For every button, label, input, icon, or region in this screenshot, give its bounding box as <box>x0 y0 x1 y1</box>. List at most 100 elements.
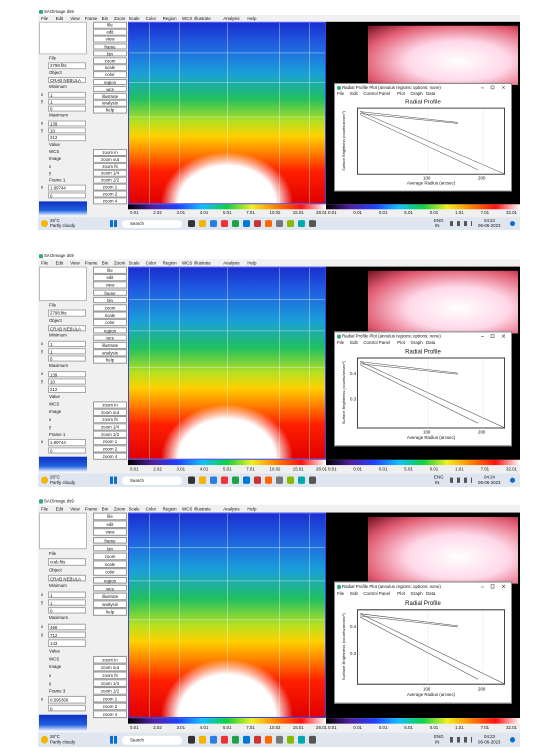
zoom-button[interactable]: zoom 2 <box>93 190 127 197</box>
start-button[interactable] <box>110 476 117 484</box>
menu-item[interactable]: Illustrate <box>194 259 211 266</box>
menu-item[interactable]: Illustrate <box>194 15 211 21</box>
taskbar-app[interactable] <box>243 220 250 228</box>
search-box[interactable]: Search <box>122 735 182 745</box>
button[interactable]: frame <box>93 43 127 50</box>
menu-item[interactable]: Edit <box>55 505 64 511</box>
menu-item[interactable]: Frame <box>84 259 98 266</box>
menu-item[interactable]: View <box>70 259 80 266</box>
button[interactable]: file <box>93 512 127 520</box>
zoom-button[interactable]: zoom in <box>93 655 127 664</box>
taskbar-app[interactable] <box>265 735 272 744</box>
zoom-button[interactable]: zoom fit <box>93 671 127 679</box>
button[interactable]: help <box>93 608 127 616</box>
taskbar-app[interactable] <box>210 476 217 484</box>
button[interactable]: bin <box>93 50 127 57</box>
menu-item[interactable]: Zoom <box>114 505 126 511</box>
window-control-icons[interactable] <box>479 584 509 590</box>
taskbar-app[interactable] <box>287 220 294 228</box>
menu-item[interactable]: WCS <box>182 259 193 266</box>
button[interactable]: color <box>93 319 127 327</box>
taskbar-app[interactable] <box>287 735 294 744</box>
plot-menu-item[interactable]: Control Panel <box>363 90 390 96</box>
start-button[interactable] <box>110 220 117 228</box>
menu-item[interactable]: Help <box>247 15 257 21</box>
menu-item[interactable]: Frame <box>84 505 98 511</box>
plot-menu-item[interactable]: Graph <box>410 339 423 345</box>
button[interactable]: file <box>93 21 127 29</box>
menu-item[interactable]: View <box>70 505 80 511</box>
button[interactable]: file <box>93 266 127 274</box>
button[interactable]: edit <box>93 28 127 36</box>
zoom-button[interactable]: zoom out <box>93 156 127 163</box>
menu-item[interactable]: Edit <box>55 259 64 266</box>
zoom-button[interactable]: zoom 2 <box>93 702 127 710</box>
zoom-button[interactable]: zoom 1/4 <box>93 679 127 687</box>
taskbar-app[interactable] <box>188 735 195 744</box>
taskbar-app[interactable] <box>188 220 195 228</box>
menu-item[interactable]: Illustrate <box>194 505 211 511</box>
taskbar-app[interactable] <box>199 476 206 484</box>
menu-item[interactable]: Region <box>162 505 177 511</box>
menu-item[interactable]: Bin <box>101 15 109 21</box>
menu-item[interactable]: WCS <box>182 15 193 21</box>
button[interactable]: region <box>93 78 127 86</box>
plot-menu-item[interactable]: Plot <box>397 90 405 96</box>
button[interactable]: view <box>93 281 127 289</box>
button[interactable]: scale <box>93 311 127 319</box>
button[interactable]: zoom <box>93 304 127 312</box>
button[interactable]: analysis <box>93 349 127 357</box>
button[interactable]: frame <box>93 536 127 544</box>
button[interactable]: scale <box>93 560 127 568</box>
taskbar-app[interactable] <box>210 220 217 228</box>
button[interactable]: help <box>93 107 127 114</box>
taskbar-app[interactable] <box>254 220 261 228</box>
taskbar-app[interactable] <box>265 476 272 484</box>
window-control-icons[interactable] <box>479 333 509 338</box>
window-control-icons[interactable] <box>479 85 509 90</box>
taskbar-app[interactable] <box>309 735 316 744</box>
taskbar-app[interactable] <box>199 735 206 744</box>
button[interactable]: analysis <box>93 99 127 107</box>
menu-item[interactable]: Region <box>162 259 177 266</box>
zoom-button[interactable]: zoom 4 <box>93 710 127 718</box>
taskbar-app[interactable] <box>276 220 283 228</box>
menu-item[interactable]: Scale <box>128 15 140 21</box>
menu-item[interactable]: Analysis <box>223 15 240 21</box>
taskbar-app[interactable] <box>243 735 250 744</box>
plot-menu-item[interactable]: Edit <box>350 90 358 96</box>
zoom-button[interactable]: zoom 1/2 <box>93 176 127 184</box>
button[interactable]: edit <box>93 520 127 528</box>
taskbar-app[interactable] <box>276 476 283 484</box>
plot-menu-item[interactable]: Control Panel <box>363 339 390 345</box>
search-box[interactable]: Search <box>122 219 182 228</box>
menu-item[interactable]: Frame <box>84 15 98 21</box>
plot-menu-item[interactable]: File <box>337 590 345 596</box>
button[interactable]: edit <box>93 274 127 282</box>
zoom-button[interactable]: zoom in <box>93 401 127 409</box>
button[interactable]: illustrate <box>93 341 127 349</box>
taskbar-app[interactable] <box>298 735 305 744</box>
plot-menu-item[interactable]: Data <box>426 90 436 96</box>
zoom-button[interactable]: zoom 1 <box>93 694 127 702</box>
button[interactable]: view <box>93 528 127 536</box>
menu-item[interactable]: Help <box>247 505 257 511</box>
taskbar-app[interactable] <box>221 476 228 484</box>
button[interactable]: bin <box>93 544 127 552</box>
menu-item[interactable]: Zoom <box>114 15 126 21</box>
taskbar-app[interactable] <box>276 735 283 744</box>
plot-menu-item[interactable]: Data <box>426 590 436 596</box>
button[interactable]: analysis <box>93 600 127 608</box>
taskbar-app[interactable] <box>298 220 305 228</box>
menu-item[interactable]: Analysis <box>223 259 240 266</box>
menu-item[interactable]: Scale <box>128 505 140 511</box>
button[interactable]: help <box>93 356 127 364</box>
zoom-button[interactable]: zoom 1/2 <box>93 687 127 695</box>
plot-menu-item[interactable]: Plot <box>397 339 405 345</box>
taskbar-app[interactable] <box>210 735 217 744</box>
plot-menu-item[interactable]: Data <box>426 339 436 345</box>
taskbar-app[interactable] <box>199 220 206 228</box>
taskbar-app[interactable] <box>309 220 316 228</box>
menu-item[interactable]: File <box>41 505 49 511</box>
taskbar-app[interactable] <box>232 220 239 228</box>
